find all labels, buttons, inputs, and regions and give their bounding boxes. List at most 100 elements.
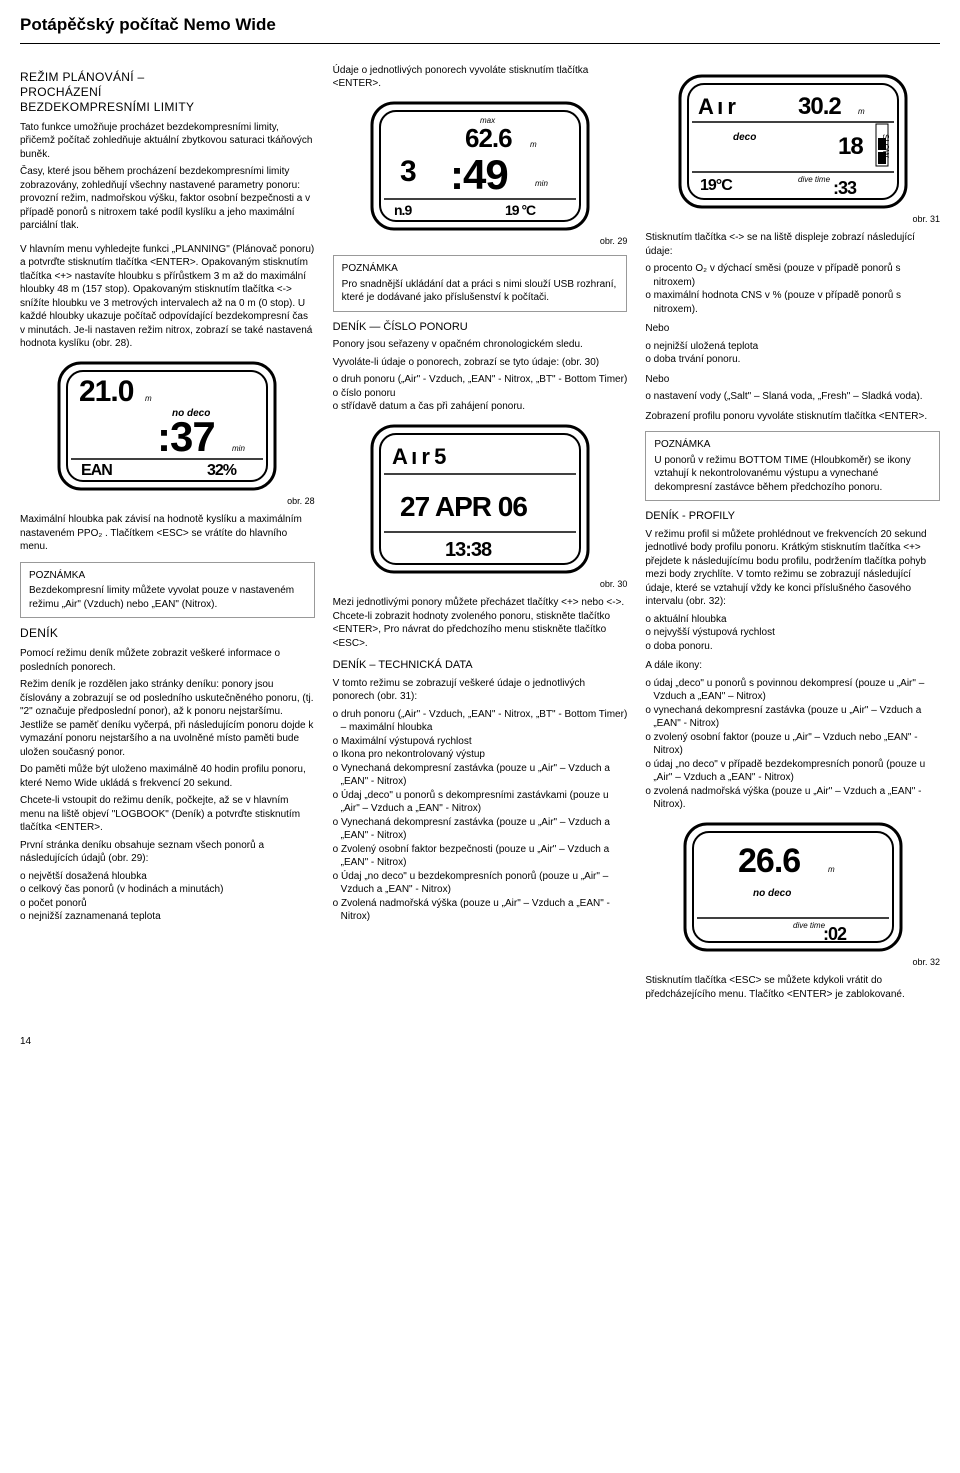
sec-cislo-title: DENÍK — ČÍSLO PONORU — [333, 320, 628, 335]
sec-denik-p2: Režim deník je rozdělen jako stránky den… — [20, 678, 315, 759]
fig31-dtlabel: dive time — [798, 175, 831, 184]
list-item: o Údaj „deco" u ponorů s dekompresními z… — [333, 789, 628, 816]
sec-profily-p1: V režimu profil si můžete prohlédnout ve… — [645, 528, 940, 609]
list-item: o Zvolený osobní faktor bezpečnosti (pou… — [333, 843, 628, 870]
sec-denik-p1: Pomocí režimu deník můžete zobrazit vešk… — [20, 647, 315, 674]
column-3: A ı r 30.2 m deco 18 SLOW 19°C dive time… — [645, 64, 940, 1005]
sec6-bullets1: o aktuální hloubka o nejvyšší výstupová … — [645, 613, 940, 654]
sec-denik-title: DENÍK — [20, 626, 315, 641]
fig32-caption: obr. 32 — [645, 956, 940, 968]
list-item: o Údaj „no deco" u bezdekompresních pono… — [333, 870, 628, 897]
column-1: REŽIM PLÁNOVÁNÍ – PROCHÁZENÍ BEZDEKOMPRE… — [20, 64, 315, 1005]
list-item: o doba ponoru. — [645, 640, 940, 654]
list-item: o Maximální výstupová rychlost — [333, 735, 628, 749]
note-3: POZNÁMKA U ponorů v režimu BOTTOM TIME (… — [645, 431, 940, 501]
sec-planning-p2: Časy, které jsou během procházení bezdek… — [20, 165, 315, 233]
sec-tech-p1: V tomto režimu se zobrazují veškeré údaj… — [333, 677, 628, 704]
figure-30: A ı r 5 27 APR 06 13:38 — [370, 424, 590, 574]
sec-planning-p4: Maximální hloubka pak závisí na hodnotě … — [20, 513, 315, 554]
list-item: o Vynechaná dekompresní zastávka (pouze … — [333, 762, 628, 789]
list-item: o počet ponorů — [20, 897, 315, 911]
list-item: o nejvyšší výstupová rychlost — [645, 626, 940, 640]
sec5-bullets3: o nastavení vody („Salt" – Slaná voda, „… — [645, 390, 940, 404]
fig32-depth-unit: m — [828, 865, 835, 874]
sec-planning-title: REŽIM PLÁNOVÁNÍ – PROCHÁZENÍ BEZDEKOMPRE… — [20, 70, 315, 115]
col2-intro: Údaje o jednotlivých ponorech vyvoláte s… — [333, 64, 628, 91]
sec-planning-p3: V hlavním menu vyhledejte funkci „PLANNI… — [20, 243, 315, 351]
list-item: o maximální hodnota CNS v % (pouze v pří… — [645, 289, 940, 316]
list-item: o nejnižší zaznamenaná teplota — [20, 910, 315, 924]
sec-cislo-p3: Mezi jednotlivými ponory můžete přecháze… — [333, 596, 628, 650]
note-2-title: POZNÁMKA — [342, 262, 619, 276]
fig28-br: 32% — [207, 462, 237, 479]
fig30-caption: obr. 30 — [333, 578, 628, 590]
list-item: o aktuální hloubka — [645, 613, 940, 627]
list-item: o celkový čas ponorů (v hodinách a minut… — [20, 883, 315, 897]
list-item: o Ikona pro nekontrolovaný výstup — [333, 748, 628, 762]
sec-cislo-p1: Ponory jsou seřazeny v opačném chronolog… — [333, 338, 628, 352]
sec5-p2: Zobrazení profilu ponoru vyvoláte stiskn… — [645, 410, 940, 424]
fig30-time: 13:38 — [445, 539, 492, 561]
list-item: o číslo ponoru — [333, 387, 628, 401]
list-item: o největší dosažená hloubka — [20, 870, 315, 884]
note-1-title: POZNÁMKA — [29, 569, 306, 583]
fig28-caption: obr. 28 — [20, 495, 315, 507]
fig29-br: 19 °C — [505, 202, 536, 218]
list-item: o zvolená nadmořská výška (pouze u „Air"… — [645, 785, 940, 812]
note-1-body: Bezdekompresní limity můžete vyvolat pou… — [29, 584, 306, 611]
fig29-min: min — [535, 179, 548, 188]
list-item: o Zvolená nadmořská výška (pouze u „Air"… — [333, 897, 628, 924]
fig29-depth: 62.6 — [465, 123, 512, 153]
fig31-depth: 30.2 — [798, 93, 841, 120]
title-rule — [20, 43, 940, 44]
note-2: POZNÁMKA Pro snadnější ukládání dat a pr… — [333, 255, 628, 312]
list-item: o doba trvání ponoru. — [645, 353, 940, 367]
list-item: o střídavě datum a čas při zahájení pono… — [333, 400, 628, 414]
fig28-depth: 21.0 — [79, 375, 134, 408]
note-3-title: POZNÁMKA — [654, 438, 931, 452]
list-item: o procento O₂ v dýchací směsi (pouze v p… — [645, 262, 940, 289]
page-number: 14 — [0, 1005, 960, 1063]
fig29-bl: n.9 — [394, 202, 412, 218]
fig31-caption: obr. 31 — [645, 213, 940, 225]
fig28-big: :37 — [157, 413, 215, 460]
column-2: Údaje o jednotlivých ponorech vyvoláte s… — [333, 64, 628, 1005]
fig31-deco: deco — [733, 132, 756, 143]
fig29-depth-unit: m — [530, 140, 537, 149]
sec-profily-title: DENÍK - PROFILY — [645, 509, 940, 524]
sec-denik-bullets: o největší dosažená hloubka o celkový ča… — [20, 870, 315, 924]
note-1: POZNÁMKA Bezdekompresní limity můžete vy… — [20, 562, 315, 619]
sec-denik-p4: Chcete-li vstoupit do režimu deník, počk… — [20, 794, 315, 835]
fig30-mid: 27 APR 06 — [400, 491, 527, 522]
sec-profily-p2: A dále ikony: — [645, 659, 940, 673]
list-item: o údaj „no deco" v případě bezdekompresn… — [645, 758, 940, 785]
list-item: o nastavení vody („Salt" – Slaná voda, „… — [645, 390, 940, 404]
sec6-bullets2: o údaj „deco" u ponorů s povinnou dekomp… — [645, 677, 940, 812]
fig30-top: A ı r 5 — [392, 444, 446, 469]
fig31-tl: A ı r — [698, 94, 736, 119]
list-item: o Vynechaná dekompresní zastávka (pouze … — [333, 816, 628, 843]
fig29-caption: obr. 29 — [333, 235, 628, 247]
sec-profily-p3: Stisknutím tlačítka <ESC> se můžete kdyk… — [645, 974, 940, 1001]
sec-tech-title: DENÍK – TECHNICKÁ DATA — [333, 658, 628, 673]
figure-32: 26.6 m no deco dive time :02 — [683, 822, 903, 952]
sec5-bullets2: o nejnižší uložená teplota o doba trvání… — [645, 340, 940, 367]
sec5-p1: Stisknutím tlačítka <-> se na liště disp… — [645, 231, 940, 258]
list-item: o druh ponoru („Air" - Vzduch, „EAN" - N… — [333, 373, 628, 387]
note-3-body: U ponorů v režimu BOTTOM TIME (Hloubkomě… — [654, 454, 931, 495]
sec-cislo-p2: Vyvoláte-li údaje o ponorech, zobrazí se… — [333, 356, 628, 370]
list-item: o vynechaná dekompresní zastávka (pouze … — [645, 704, 940, 731]
columns: REŽIM PLÁNOVÁNÍ – PROCHÁZENÍ BEZDEKOMPRE… — [0, 64, 960, 1005]
fig31-br: :33 — [833, 178, 857, 198]
fig28-bl: EAN — [81, 462, 112, 479]
fig31-depth-unit: m — [858, 107, 865, 116]
fig28-depth-unit: m — [145, 394, 152, 403]
list-item: o údaj „deco" u ponorů s povinnou dekomp… — [645, 677, 940, 704]
list-item: o zvolený osobní faktor (pouze u „Air" –… — [645, 731, 940, 758]
sec-tech-bullets: o druh ponoru („Air" - Vzduch, „EAN" - N… — [333, 708, 628, 924]
fig32-dtlabel: dive time — [793, 921, 826, 930]
fig28-min: min — [232, 444, 245, 453]
fig31-right: 18 — [838, 133, 863, 160]
page-title: Potápěčský počítač Nemo Wide — [0, 0, 960, 43]
sec-denik-p3: Do paměti může být uloženo maximálně 40 … — [20, 763, 315, 790]
